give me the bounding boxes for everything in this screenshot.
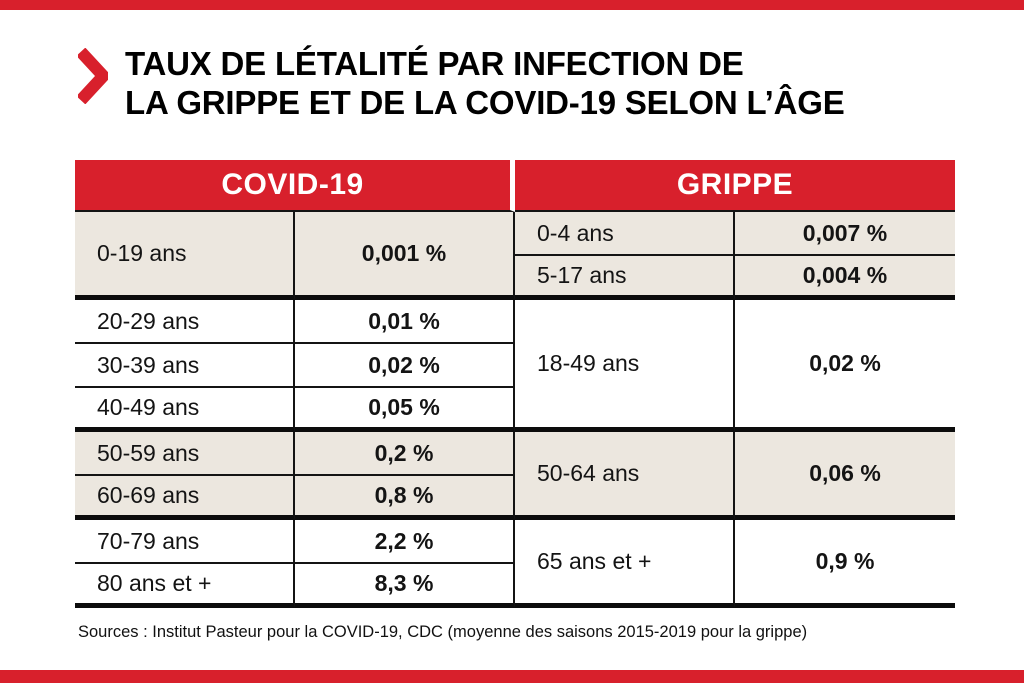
- covid-row-label: 0-19 ans: [75, 212, 295, 300]
- covid-row-label: 20-29 ans: [75, 300, 295, 344]
- chevron-icon: [78, 48, 108, 104]
- covid-column-header: COVID-19: [75, 160, 515, 212]
- grippe-row-value: 0,007 %: [735, 212, 955, 256]
- title-block: TAUX DE LÉTALITÉ PAR INFECTION DE LA GRI…: [78, 44, 845, 122]
- bottom-red-bar: [0, 670, 1024, 683]
- covid-row-value: 0,05 %: [295, 388, 515, 432]
- grippe-row-value: 0,02 %: [735, 300, 955, 432]
- grippe-row-value: 0,9 %: [735, 520, 955, 608]
- source-note: Sources : Institut Pasteur pour la COVID…: [78, 623, 808, 641]
- covid-row-value: 0,001 %: [295, 212, 515, 300]
- fatality-rate-table: COVID-19 GRIPPE 0-19 ans 0,001 % 20-29 a…: [75, 160, 955, 608]
- covid-row-label: 60-69 ans: [75, 476, 295, 520]
- covid-row-value: 0,01 %: [295, 300, 515, 344]
- grippe-row-label: 0-4 ans: [515, 212, 735, 256]
- covid-row-value: 0,8 %: [295, 476, 515, 520]
- covid-row-label: 50-59 ans: [75, 432, 295, 476]
- covid-row-label: 40-49 ans: [75, 388, 295, 432]
- grippe-row-label: 18-49 ans: [515, 300, 735, 432]
- covid-row-label: 80 ans et +: [75, 564, 295, 608]
- page-title: TAUX DE LÉTALITÉ PAR INFECTION DE LA GRI…: [125, 44, 845, 122]
- grippe-row-label: 65 ans et +: [515, 520, 735, 608]
- covid-row-label: 70-79 ans: [75, 520, 295, 564]
- title-line-2: LA GRIPPE ET DE LA COVID-19 SELON L’ÂGE: [125, 84, 845, 121]
- covid-row-value: 0,02 %: [295, 344, 515, 388]
- covid-row-value: 0,2 %: [295, 432, 515, 476]
- covid-row-value: 8,3 %: [295, 564, 515, 608]
- grippe-row-value: 0,004 %: [735, 256, 955, 300]
- grippe-column-header: GRIPPE: [515, 160, 955, 212]
- grippe-row-label: 50-64 ans: [515, 432, 735, 520]
- title-line-1: TAUX DE LÉTALITÉ PAR INFECTION DE: [125, 45, 744, 82]
- covid-row-value: 2,2 %: [295, 520, 515, 564]
- grippe-row-label: 5-17 ans: [515, 256, 735, 300]
- grippe-row-value: 0,06 %: [735, 432, 955, 520]
- top-red-bar: [0, 0, 1024, 10]
- covid-row-label: 30-39 ans: [75, 344, 295, 388]
